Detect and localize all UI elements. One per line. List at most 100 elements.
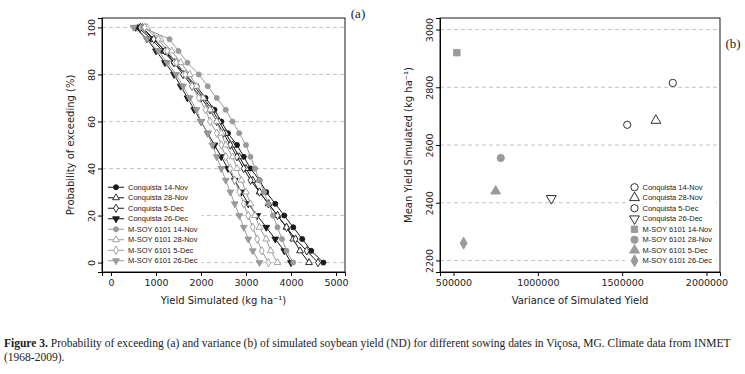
series [460,237,467,249]
point [282,213,287,218]
series [651,115,661,124]
point [204,131,211,137]
point [156,35,161,43]
legend-label: M-SOY 6101 26-Dec [128,256,198,265]
x-tick: 3000 [234,272,258,288]
point [454,49,460,55]
y-tick-label: 2600 [424,133,435,157]
point [183,70,188,78]
x-tick-label: 5000 [324,277,348,288]
y-tick-label: 2400 [424,191,435,215]
grid-line [440,145,720,146]
point [228,164,233,172]
point [190,82,195,90]
legend-label: M-SOY 6101 28-Nov [643,235,713,244]
point [173,72,180,78]
point [214,129,219,137]
point [624,121,631,128]
caption-text: Probability of exceeding (a) and varianc… [4,337,730,363]
point [180,84,187,90]
x-tick-mark [111,272,112,276]
point [193,108,200,114]
panel: 010002000300040005000020406080100Yield S… [65,6,365,306]
y-tick: 2600 [424,133,440,157]
x-tick-label: 3000 [234,277,258,288]
point [249,249,256,255]
point [256,261,263,267]
point [176,48,181,53]
x-tick: 5000 [324,272,348,288]
point [196,72,201,77]
x-tick-mark [453,272,454,276]
point [491,185,501,194]
point [243,142,248,147]
legend-item: Conquista 14-Nov [631,183,703,192]
panel-label: (a) [351,6,365,21]
x-tick: 500000 [436,272,472,288]
legend-symbol [113,236,120,242]
panel-label: (b) [725,36,740,51]
point [203,106,208,114]
point [651,115,661,124]
x-tick-mark [336,272,337,276]
point [263,225,270,231]
point [144,37,151,43]
legend-item: M-SOY 6101 28-Nov [108,235,198,244]
point [231,202,238,208]
x-tick-mark [156,272,157,276]
y-tick: 40 [86,163,102,175]
point [167,37,172,42]
y-axis: 22002400260028003000 [424,18,441,273]
legend-symbol [631,184,638,191]
legend-symbol [113,194,120,200]
point [266,201,271,206]
point [248,176,253,184]
y-tick-mark [436,87,440,88]
point [261,190,266,195]
point [174,59,179,67]
point [272,237,279,243]
point [245,237,252,243]
legend-label: Conquista 14-Nov [128,183,188,192]
grid [440,30,720,261]
legend-symbol [631,205,638,212]
legend-symbol [113,259,120,265]
point [213,155,220,161]
point [257,178,262,183]
point [247,200,254,206]
legend-label: Conquista 5-Dec [643,204,699,213]
point [252,212,259,218]
legend-label: Conquista 28-Nov [128,193,188,202]
point [230,119,235,124]
point [304,247,309,255]
point [205,84,210,89]
y-tick-mark [436,203,440,204]
point [273,201,278,206]
point [291,260,296,265]
point [198,120,205,126]
point [186,96,193,102]
point [263,235,270,241]
point [130,25,137,31]
point [284,223,289,231]
point [546,196,556,205]
x-tick-label: 2000000 [686,277,728,288]
point [237,131,242,136]
legend-item: Conquista 5-Dec [108,204,184,213]
legend-symbol [113,227,118,232]
series [491,185,501,194]
point [164,61,171,67]
x-tick-label: 4000 [279,277,303,288]
x-tick-label: 500000 [436,277,472,288]
point [218,167,225,173]
point [257,178,262,183]
point [223,153,228,161]
legend-label: Conquista 28-Nov [643,193,703,202]
x-tick-label: 1000 [144,277,168,288]
plot-frame [102,18,345,272]
series [546,196,556,205]
legend-label: M-SOY 6101 26-Dec [643,256,713,265]
point [142,23,147,31]
y-tick-mark [98,169,102,170]
legend-label: M-SOY 6101 5-Dec [643,246,709,255]
